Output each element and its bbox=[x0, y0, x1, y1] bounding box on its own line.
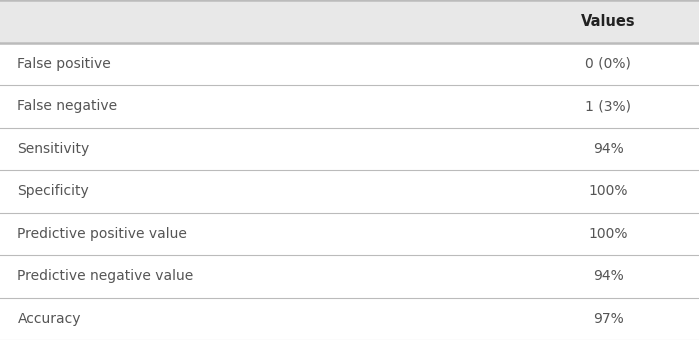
Text: 0 (0%): 0 (0%) bbox=[585, 57, 631, 71]
Bar bbox=[0, 85, 699, 128]
Bar bbox=[0, 0, 699, 42]
Bar bbox=[0, 128, 699, 170]
Bar bbox=[0, 255, 699, 298]
Bar bbox=[0, 298, 699, 340]
Bar bbox=[0, 42, 699, 85]
Text: Predictive positive value: Predictive positive value bbox=[17, 227, 187, 241]
Text: False negative: False negative bbox=[17, 99, 117, 113]
Text: False positive: False positive bbox=[17, 57, 111, 71]
Text: 100%: 100% bbox=[589, 184, 628, 198]
Bar bbox=[0, 170, 699, 212]
Text: Sensitivity: Sensitivity bbox=[17, 142, 89, 156]
Text: Accuracy: Accuracy bbox=[17, 312, 81, 326]
Text: Predictive negative value: Predictive negative value bbox=[17, 269, 194, 283]
Text: 100%: 100% bbox=[589, 227, 628, 241]
Text: Values: Values bbox=[581, 14, 635, 29]
Text: Specificity: Specificity bbox=[17, 184, 89, 198]
Text: 97%: 97% bbox=[593, 312, 624, 326]
Bar bbox=[0, 212, 699, 255]
Text: 1 (3%): 1 (3%) bbox=[585, 99, 631, 113]
Text: 94%: 94% bbox=[593, 269, 624, 283]
Text: 94%: 94% bbox=[593, 142, 624, 156]
